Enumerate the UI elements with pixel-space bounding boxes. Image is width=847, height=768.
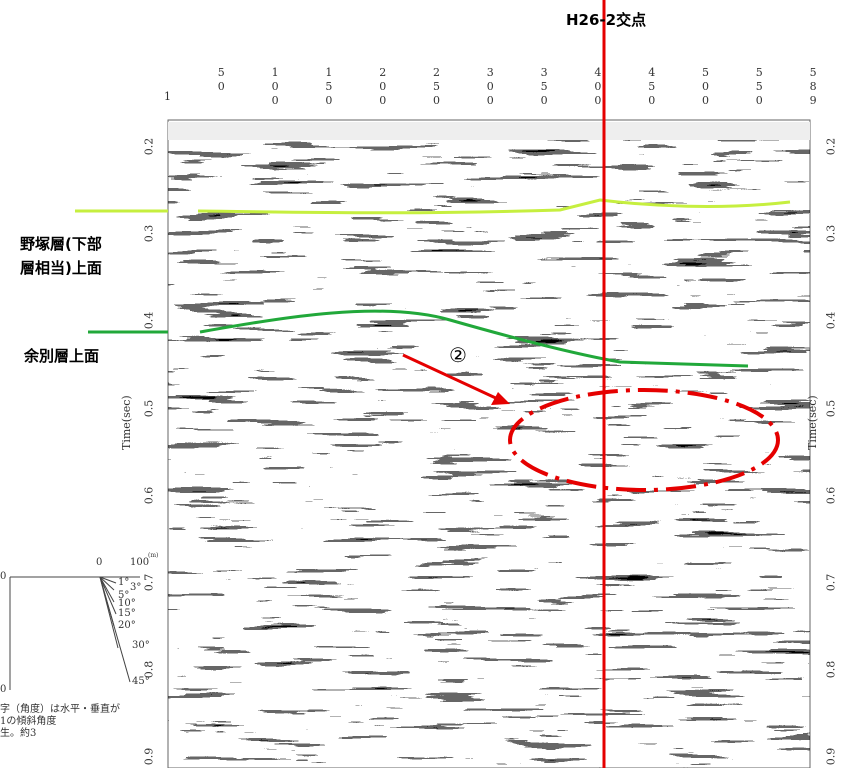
cdp-label: 1 xyxy=(162,90,173,104)
cdp-label: 150 xyxy=(323,66,334,108)
cdp-label: 350 xyxy=(539,66,550,108)
axis-label: Time(sec) xyxy=(120,395,133,450)
time-label: 0.2 xyxy=(143,136,156,158)
horizon-label: 野塚層(下部 xyxy=(20,232,102,256)
horizon-label: 層相当)上面 xyxy=(20,256,102,280)
cdp-label: 50 xyxy=(216,66,227,94)
cdp-label: 300 xyxy=(485,66,496,108)
time-label: 0.3 xyxy=(143,223,156,245)
seismic-figure xyxy=(0,0,847,768)
cdp-label: 250 xyxy=(431,66,442,108)
legend-angle: 15° xyxy=(118,608,136,619)
seismic-texture xyxy=(168,140,810,768)
page: H26-2交点150100150200250300350400450500550… xyxy=(0,0,847,768)
time-label: 0.4 xyxy=(143,310,156,332)
time-label: 0.8 xyxy=(825,659,838,681)
time-label: 0.6 xyxy=(825,484,838,506)
time-label: 0.9 xyxy=(143,746,156,768)
time-label: 0.9 xyxy=(825,746,838,768)
legend-text: (m) xyxy=(148,552,158,559)
marker: ② xyxy=(449,343,467,367)
cdp-label: 200 xyxy=(377,66,388,108)
crossing-label: H26-2交点 xyxy=(566,8,646,32)
legend-angle: 20° xyxy=(118,620,136,631)
time-label: 0.2 xyxy=(825,136,838,158)
legend-note: 生。約3 xyxy=(0,724,36,739)
horizon-label: 余別層上面 xyxy=(24,344,99,368)
legend-text: 0 xyxy=(0,571,6,582)
legend-angle: 1° xyxy=(118,577,129,588)
cdp-label: 100 xyxy=(270,66,281,108)
legend-angle: 45° xyxy=(132,676,150,687)
time-label: 0.7 xyxy=(143,572,156,594)
time-label: 0.7 xyxy=(825,572,838,594)
legend-angle: 30° xyxy=(132,640,150,651)
time-label: 0.4 xyxy=(825,310,838,332)
legend-text: 0 xyxy=(0,684,6,695)
time-label: 0.5 xyxy=(143,397,156,419)
legend-text: 100 xyxy=(130,557,149,568)
axis-label: Time(sec) xyxy=(806,395,819,450)
cdp-label: 500 xyxy=(700,66,711,108)
cdp-label: 550 xyxy=(754,66,765,108)
cdp-label: 400 xyxy=(592,66,603,108)
time-label: 0.6 xyxy=(143,484,156,506)
time-label: 0.5 xyxy=(825,397,838,419)
cdp-label: 450 xyxy=(646,66,657,108)
time-label: 0.3 xyxy=(825,223,838,245)
cdp-label: 589 xyxy=(808,66,819,108)
legend-text: 0 xyxy=(96,557,102,568)
header-strip xyxy=(168,122,810,140)
legend-angle: 3° xyxy=(130,582,141,593)
